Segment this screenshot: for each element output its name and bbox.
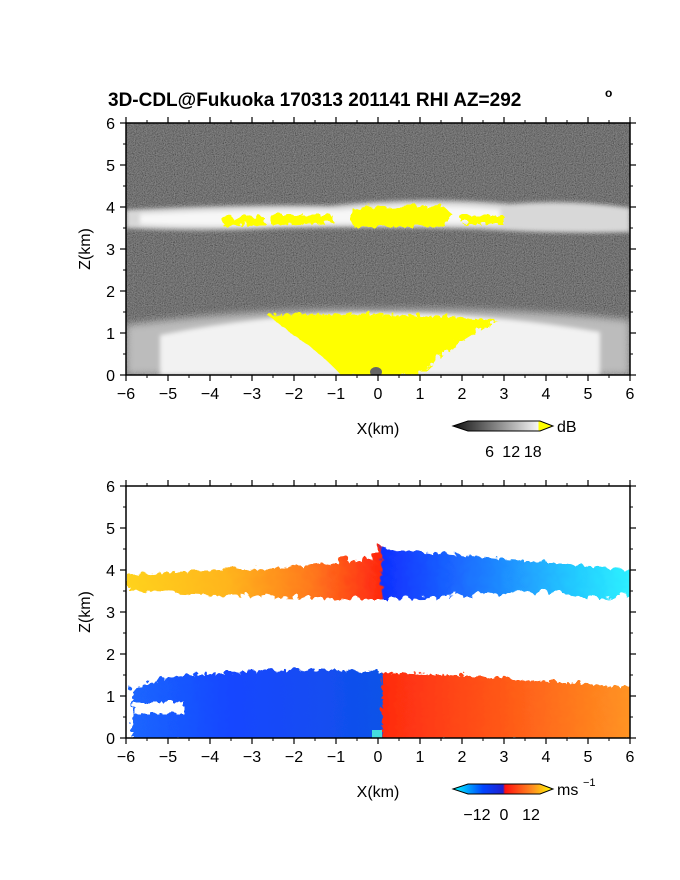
intensity-x-tick-label: 5 bbox=[584, 386, 593, 403]
velocity-y-tick-label: 5 bbox=[106, 521, 115, 538]
velocity-colorbar-ticks: −12 0 12 bbox=[463, 807, 540, 824]
velocity-x-tick-label: 3 bbox=[500, 749, 509, 766]
velocity-y-tick-label: 6 bbox=[106, 479, 115, 496]
velocity-x-tick-label: 0 bbox=[374, 749, 383, 766]
intensity-x-tick-label: −6 bbox=[117, 386, 135, 403]
radar-site-marker bbox=[370, 367, 382, 375]
velocity-y-tick-label: 4 bbox=[106, 563, 115, 580]
intensity-y-axis-label: Z(km) bbox=[77, 228, 94, 270]
velocity-x-tick-label: −4 bbox=[201, 749, 219, 766]
velocity-colorbar-tick-label: −12 bbox=[463, 807, 490, 824]
velocity-x-axis-label: X(km) bbox=[357, 784, 400, 801]
velocity-image bbox=[126, 543, 630, 738]
intensity-x-tick-label: 4 bbox=[542, 386, 551, 403]
velocity-y-tick-label: 3 bbox=[106, 605, 115, 622]
velocity-colorbar-tick-label: 0 bbox=[500, 807, 509, 824]
intensity-x-tick-label: −3 bbox=[243, 386, 261, 403]
intensity-y-tick-label: 4 bbox=[106, 200, 115, 217]
velocity-axes: −6 −5 −4 −3 −2 −1 0 1 2 3 4 5 6 0 1 2 3 4 5 6 bbox=[106, 479, 636, 766]
chart-title-superscript: o bbox=[605, 86, 612, 100]
intensity-saturated bbox=[220, 203, 500, 374]
intensity-x-tick-label: −1 bbox=[327, 386, 345, 403]
velocity-upper-layer bbox=[126, 543, 630, 597]
velocity-colorbar-bar bbox=[451, 783, 555, 795]
intensity-axes: −6 −5 −4 −3 −2 −1 0 1 2 3 4 5 6 0 1 2 3 4 5 6 bbox=[106, 116, 636, 403]
velocity-x-tick-label: 4 bbox=[542, 749, 551, 766]
velocity-x-tick-label: −6 bbox=[117, 749, 135, 766]
intensity-colorbar-tick-label: 18 bbox=[524, 444, 542, 461]
intensity-colorbar-tick-label: 12 bbox=[502, 444, 520, 461]
velocity-x-tick-label: 5 bbox=[584, 749, 593, 766]
velocity-y-tick-label: 2 bbox=[106, 647, 115, 664]
intensity-y-tick-label: 2 bbox=[106, 284, 115, 301]
intensity-colorbar: dB 6 12 18 bbox=[451, 419, 577, 461]
intensity-colorbar-tick-label: 6 bbox=[485, 444, 494, 461]
velocity-colorbar-unit: ms bbox=[557, 782, 578, 799]
velocity-lower-layer bbox=[130, 668, 630, 738]
intensity-x-tick-label: 3 bbox=[500, 386, 509, 403]
velocity-x-tick-label: −5 bbox=[159, 749, 177, 766]
velocity-colorbar-tick-label: 12 bbox=[522, 807, 540, 824]
intensity-colorbar-ticks: 6 12 18 bbox=[485, 444, 542, 461]
velocity-x-tick-label: −1 bbox=[327, 749, 345, 766]
intensity-x-tick-label: 0 bbox=[374, 386, 383, 403]
intensity-x-tick-label: −4 bbox=[201, 386, 219, 403]
intensity-colorbar-unit: dB bbox=[557, 419, 577, 436]
velocity-colorbar-unit-exponent: −1 bbox=[583, 777, 596, 789]
intensity-x-axis-label: X(km) bbox=[357, 421, 400, 438]
intensity-colorbar-bar bbox=[451, 420, 555, 432]
velocity-y-tick-label: 1 bbox=[106, 689, 115, 706]
intensity-y-tick-label: 0 bbox=[106, 368, 115, 385]
intensity-saturated-upper bbox=[220, 203, 500, 224]
velocity-x-tick-label: 1 bbox=[416, 749, 425, 766]
chart-title: 3D-CDL@Fukuoka 170313 201141 RHI AZ=292 bbox=[108, 90, 521, 111]
velocity-x-tick-label: −2 bbox=[285, 749, 303, 766]
intensity-x-tick-label: −2 bbox=[285, 386, 303, 403]
velocity-x-tick-label: 2 bbox=[458, 749, 467, 766]
velocity-y-axis-label: Z(km) bbox=[77, 591, 94, 633]
velocity-colorbar: ms −1 −12 0 12 bbox=[451, 777, 596, 824]
velocity-lower-left-gap bbox=[132, 700, 182, 712]
intensity-x-tick-label: 6 bbox=[626, 386, 635, 403]
intensity-image bbox=[126, 123, 630, 375]
intensity-y-tick-label: 1 bbox=[106, 326, 115, 343]
velocity-x-tick-label: −3 bbox=[243, 749, 261, 766]
velocity-near-site-gap bbox=[372, 730, 382, 738]
intensity-y-tick-label: 6 bbox=[106, 116, 115, 133]
intensity-y-tick-label: 3 bbox=[106, 242, 115, 259]
intensity-x-tick-label: −5 bbox=[159, 386, 177, 403]
intensity-saturated-lower bbox=[265, 311, 495, 374]
intensity-x-tick-label: 2 bbox=[458, 386, 467, 403]
intensity-x-tick-label: 1 bbox=[416, 386, 425, 403]
velocity-y-tick-label: 0 bbox=[106, 731, 115, 748]
velocity-x-tick-label: 6 bbox=[626, 749, 635, 766]
intensity-y-tick-label: 5 bbox=[106, 158, 115, 175]
